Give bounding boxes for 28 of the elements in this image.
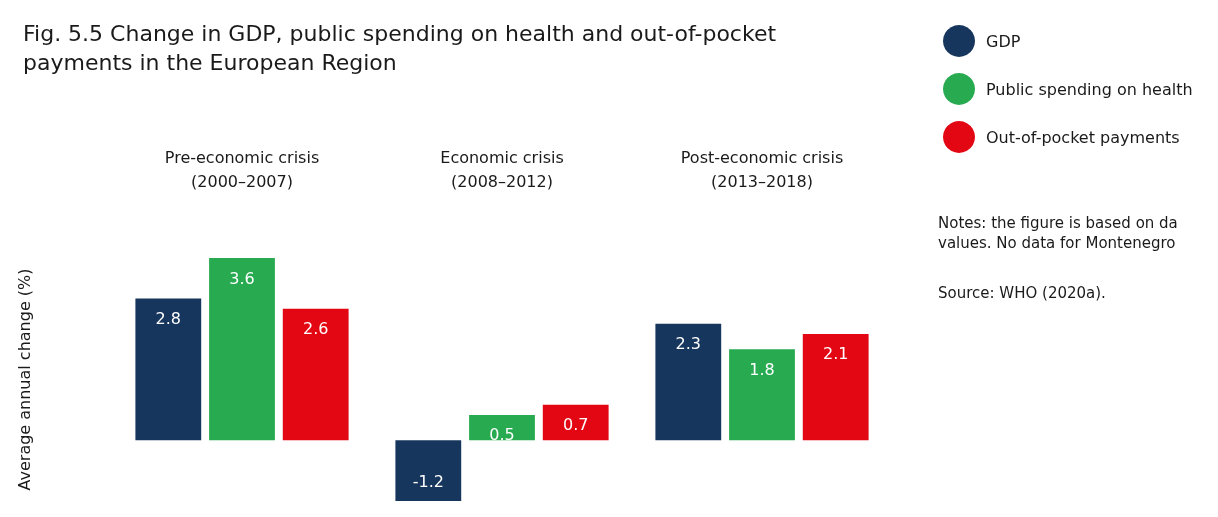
data-label: 1.8 — [749, 359, 775, 379]
bar — [655, 323, 722, 441]
legend-label: Out-of-pocket payments — [986, 127, 1180, 147]
bar — [469, 414, 535, 441]
data-label: 3.6 — [229, 268, 255, 288]
data-label: 2.1 — [822, 344, 849, 364]
legend-label: GDP — [986, 31, 1021, 51]
bar — [542, 404, 609, 441]
data-label: 0.7 — [562, 415, 589, 435]
legend-label: Public spending on health — [986, 79, 1193, 99]
bar — [395, 440, 462, 501]
data-label: 0.5 — [489, 425, 515, 445]
bar — [802, 333, 869, 441]
bar — [282, 308, 349, 441]
data-label: 2.6 — [302, 319, 329, 339]
data-label: 2.3 — [675, 334, 702, 354]
source-note: Source: WHO (2020a). — [938, 284, 1106, 302]
y-axis-title: Average annual change (%) — [14, 268, 34, 491]
bar — [135, 298, 202, 441]
data-label: 2.8 — [155, 309, 182, 328]
x-tick-label: Post-economic crisis (2013–2018) — [680, 147, 844, 191]
bar — [729, 349, 795, 441]
text: Notes: the figure is based on da values. No data for Montenegro — [938, 214, 1178, 252]
bar — [209, 258, 275, 441]
x-tick-label: Economic crisis (2008–2012) — [440, 147, 564, 191]
x-tick-label: Pre-economic crisis (2000–2007) — [164, 147, 320, 191]
chart-title: Fig. 5.5 Change in GDP, public spending on health and out-of-pocket payments in the European Region — [23, 21, 777, 75]
data-label: -1.2 — [412, 471, 444, 491]
